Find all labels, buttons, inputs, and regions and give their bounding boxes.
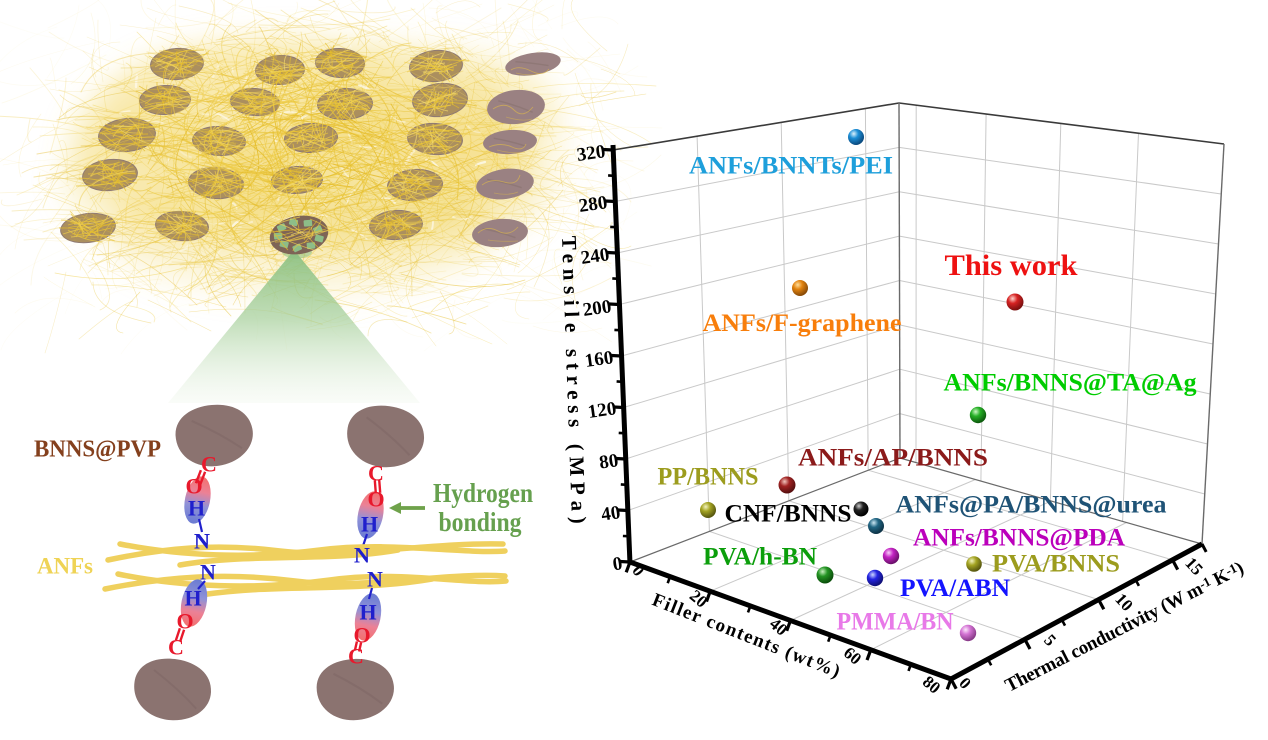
svg-text:ANFs/BNNS@PDA: ANFs/BNNS@PDA <box>913 525 1125 552</box>
svg-text:H: H <box>188 496 205 521</box>
svg-text:ANFs/BNNS@TA@Ag: ANFs/BNNS@TA@Ag <box>944 370 1198 397</box>
svg-text:H: H <box>361 512 378 537</box>
svg-text:120: 120 <box>587 398 618 423</box>
svg-text:PMMA/BN: PMMA/BN <box>837 609 954 636</box>
svg-text:200: 200 <box>582 296 613 321</box>
svg-text:PVA/BNNS: PVA/BNNS <box>992 551 1120 578</box>
svg-text:BNNS@PVP: BNNS@PVP <box>34 437 161 463</box>
svg-text:N: N <box>354 543 370 568</box>
svg-text:N: N <box>194 529 210 554</box>
svg-text:C: C <box>348 644 364 669</box>
svg-text:N: N <box>367 567 383 592</box>
svg-text:H: H <box>359 600 376 625</box>
svg-text:80: 80 <box>598 450 620 473</box>
svg-text:CNF/BNNS: CNF/BNNS <box>725 501 852 528</box>
svg-text:240: 240 <box>580 244 611 269</box>
svg-text:ANFs: ANFs <box>37 554 93 579</box>
svg-text:160: 160 <box>584 347 615 372</box>
svg-text:N: N <box>200 560 216 585</box>
svg-text:280: 280 <box>578 192 609 217</box>
svg-text:ANFs@PA/BNNS@urea: ANFs@PA/BNNS@urea <box>896 492 1168 519</box>
svg-text:320: 320 <box>576 141 607 166</box>
svg-text:ANFs/BNNTs/PEI: ANFs/BNNTs/PEI <box>689 153 893 180</box>
svg-text:O: O <box>367 487 384 512</box>
svg-text:C: C <box>201 452 217 477</box>
svg-text:H: H <box>184 586 201 611</box>
svg-text:PP/BNNS: PP/BNNS <box>658 464 759 491</box>
svg-text:C: C <box>168 635 184 660</box>
svg-text:Hydrogen: Hydrogen <box>433 478 533 508</box>
svg-text:ANFs/AP/BNNS: ANFs/AP/BNNS <box>798 445 988 472</box>
svg-text:ANFs/F-graphene: ANFs/F-graphene <box>703 310 902 337</box>
svg-text:40: 40 <box>600 502 622 525</box>
svg-text:This work: This work <box>945 249 1078 282</box>
svg-text:bonding: bonding <box>439 507 522 537</box>
svg-text:PVA/h-BN: PVA/h-BN <box>703 544 817 571</box>
svg-text:PVA/ABN: PVA/ABN <box>900 575 1010 602</box>
